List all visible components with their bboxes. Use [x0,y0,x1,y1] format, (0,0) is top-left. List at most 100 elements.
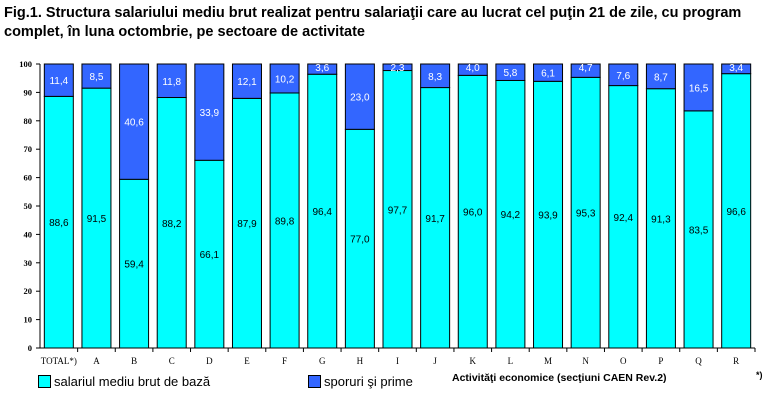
data-label-bonus: 6,1 [541,69,555,80]
bar-base [43,95,74,349]
data-label-bonus: 4,7 [579,63,593,74]
x-tick-label: L [508,356,514,366]
bar-bonus [683,63,714,112]
data-label-base: 91,5 [87,214,107,225]
data-label-base: 88,2 [162,219,182,230]
bar-bonus [231,63,262,99]
x-tick-label: P [658,356,663,366]
data-label-base: 91,7 [425,214,445,225]
bar-bonus [382,63,413,72]
y-tick-label: 0 [28,343,32,353]
x-tick-label: F [282,356,287,366]
data-label-bonus: 8,5 [89,72,103,83]
x-tick-label: I [396,356,399,366]
data-label-bonus: 40,6 [124,118,144,129]
bar-base [344,128,375,349]
x-tick-label: N [582,356,589,366]
x-tick-label: O [620,356,627,366]
data-label-base: 94,2 [501,210,521,221]
bar-bonus [119,63,150,180]
bar-base [457,74,488,349]
data-label-base: 83,5 [689,225,709,236]
data-label-bonus: 2,3 [391,63,405,74]
bar-base [156,97,187,349]
bar-base [645,88,676,349]
bar-bonus [420,63,451,89]
legend-label-bonus: sporuri şi prime [324,374,413,389]
legend-swatch-base [38,375,51,388]
data-label-base: 91,3 [651,214,671,225]
bar-bonus [81,63,112,89]
data-label-base: 96,4 [313,207,333,218]
y-tick-label: 80 [24,116,33,126]
data-label-base: 97,7 [388,205,408,216]
data-label-bonus: 11,4 [49,76,68,87]
y-tick-label: 90 [24,87,33,97]
bar-base [495,79,526,349]
y-tick-label: 30 [24,258,33,268]
bar-bonus [570,63,601,78]
y-tick-label: 50 [24,201,33,211]
x-tick-label: B [131,356,137,366]
data-label-bonus: 16,5 [689,83,709,94]
bar-base [269,92,300,349]
x-tick-label: E [244,356,250,366]
y-tick-label: 100 [19,59,32,69]
data-label-bonus: 11,8 [162,77,181,88]
data-label-base: 92,4 [614,213,634,224]
data-label-base: 89,8 [275,216,295,227]
data-label-bonus: 8,7 [654,72,668,83]
bar-bonus [344,63,375,130]
data-label-bonus: 4,0 [466,63,480,74]
y-tick-label: 60 [24,173,33,183]
x-tick-label: G [319,356,326,366]
x-axis-label: Activităţi economice (secţiuni CAEN Rev.… [452,372,667,384]
bar-base [81,87,112,349]
bar-bonus [721,63,752,75]
data-label-bonus: 5,8 [503,68,517,79]
data-label-bonus: 10,2 [275,74,295,85]
bar-bonus [269,63,300,94]
data-label-base: 87,9 [237,219,257,230]
data-label-bonus: 12,1 [237,77,257,88]
data-label-base: 96,6 [726,207,746,218]
x-tick-label: C [169,356,175,366]
bar-base [119,178,150,349]
data-label-bonus: 23,0 [350,93,370,104]
legend-label-base: salariul mediu brut de bază [54,374,211,389]
bar-bonus [533,63,564,82]
bar-base [608,85,639,349]
data-label-base: 96,0 [463,208,483,219]
footnote-mark: *) [756,370,763,380]
bar-bonus [43,63,74,97]
bar-bonus [194,63,225,161]
x-tick-label: M [544,356,552,366]
bar-base [231,97,262,349]
y-tick-label: 40 [24,229,33,239]
data-label-base: 77,0 [350,235,370,246]
y-tick-label: 20 [24,286,33,296]
legend-swatch-bonus [308,375,321,388]
data-label-bonus: 3,4 [729,63,743,74]
x-tick-label: K [470,356,477,366]
data-label-bonus: 3,6 [315,63,329,74]
x-tick-label: R [733,356,739,366]
data-label-bonus: 8,3 [428,72,442,83]
data-label-base: 95,3 [576,209,596,220]
x-tick-label: Q [695,356,702,366]
data-label-base: 66,1 [200,250,220,261]
bar-base [570,76,601,349]
data-label-bonus: 33,9 [200,108,220,119]
bar-bonus [457,63,488,76]
data-label-base: 59,4 [124,260,144,271]
bar-bonus [608,63,639,87]
y-tick-label: 70 [24,144,33,154]
legend-item-bonus: sporuri şi prime [308,374,413,389]
bar-bonus [156,63,187,99]
bar-base [420,87,451,349]
x-tick-label: TOTAL*) [41,356,77,366]
x-tick-label: A [93,356,100,366]
data-label-base: 93,9 [538,211,558,222]
y-tick-label: 10 [24,315,33,325]
